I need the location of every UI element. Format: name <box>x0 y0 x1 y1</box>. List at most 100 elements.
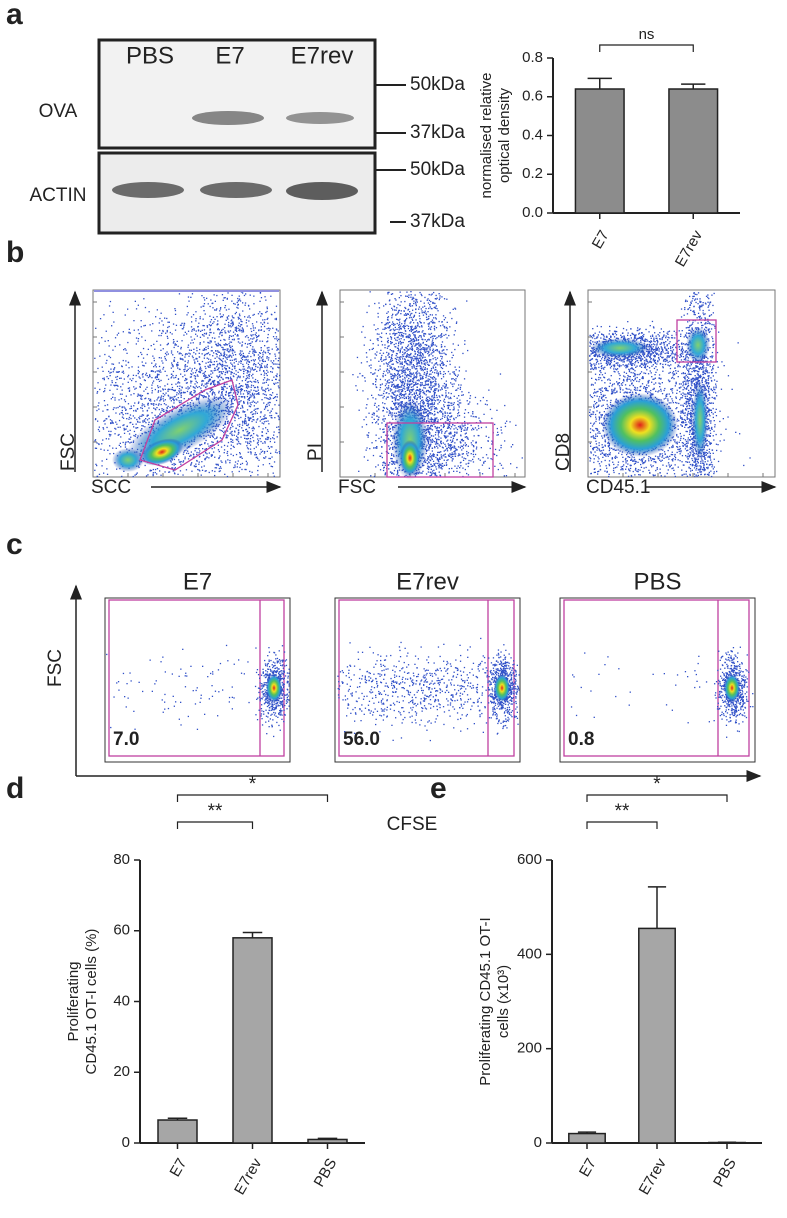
event-dot <box>244 379 247 381</box>
event-dot <box>420 352 422 354</box>
event-dot <box>211 388 213 390</box>
event-dot <box>426 318 428 321</box>
event-dot <box>204 386 207 388</box>
event-dot <box>211 370 213 372</box>
event-dot <box>156 468 159 470</box>
event-dot <box>412 343 415 345</box>
event-dot <box>190 392 192 395</box>
event-dot <box>386 407 388 409</box>
event-dot <box>271 417 273 419</box>
event-dot <box>394 414 396 417</box>
lane-label: PBS <box>126 42 174 69</box>
event-dot <box>429 475 431 477</box>
event-dot <box>379 394 381 397</box>
event-dot <box>407 359 409 361</box>
event-dot <box>219 374 221 376</box>
event-dot <box>115 384 117 386</box>
event-dot <box>443 398 446 400</box>
event-dot <box>107 409 109 411</box>
event-dot <box>138 401 140 403</box>
event-dot <box>171 467 173 469</box>
event-dot <box>248 390 250 393</box>
event-dot <box>227 356 229 358</box>
event-dot <box>213 361 216 363</box>
event-dot <box>235 384 237 386</box>
event-dot <box>410 330 412 333</box>
event-dot <box>380 440 382 443</box>
event-dot <box>385 356 387 358</box>
event-dot <box>223 452 225 454</box>
event-dot <box>389 462 391 464</box>
event-dot <box>121 365 123 368</box>
event-dot <box>433 410 436 413</box>
event-dot <box>165 404 167 406</box>
event-dot <box>269 398 272 400</box>
event-dot <box>271 379 273 381</box>
event-dot <box>263 457 265 459</box>
event-dot <box>424 364 427 366</box>
event-dot <box>387 385 390 387</box>
event-dot <box>412 388 415 390</box>
event-dot <box>240 385 242 387</box>
event-dot <box>141 395 144 397</box>
event-dot <box>269 401 271 404</box>
event-dot <box>242 410 244 412</box>
event-dot <box>441 362 443 365</box>
event-dot <box>209 383 212 385</box>
event-dot <box>238 313 241 315</box>
event-dot <box>430 307 432 310</box>
event-dot <box>268 346 270 349</box>
event-dot <box>277 330 279 332</box>
event-dot <box>269 438 272 440</box>
event-dot <box>250 338 252 340</box>
event-dot <box>273 438 275 440</box>
event-dot <box>163 403 166 405</box>
event-dot <box>421 326 423 328</box>
event-dot <box>171 396 173 398</box>
event-dot <box>401 341 403 344</box>
event-dot <box>152 473 154 476</box>
event-dot <box>190 382 192 384</box>
event-dot <box>249 294 251 296</box>
event-dot <box>400 402 402 404</box>
event-dot <box>123 372 125 374</box>
event-dot <box>416 379 418 382</box>
event-dot <box>166 344 168 346</box>
event-dot <box>137 355 140 358</box>
event-dot <box>237 424 239 426</box>
event-dot <box>174 308 176 310</box>
event-dot <box>391 359 394 362</box>
event-dot <box>411 383 413 385</box>
event-dot <box>159 470 161 472</box>
event-dot <box>250 384 253 386</box>
event-dot <box>213 380 215 382</box>
event-dot <box>210 350 212 352</box>
event-dot <box>205 332 208 334</box>
event-dot <box>195 330 197 332</box>
event-dot <box>253 380 255 383</box>
event-dot <box>121 393 123 395</box>
event-dot <box>262 354 264 356</box>
event-dot <box>225 462 227 464</box>
event-dot <box>431 341 433 343</box>
event-dot <box>240 388 242 390</box>
event-dot <box>223 344 225 346</box>
event-dot <box>427 298 429 300</box>
event-dot <box>101 337 103 339</box>
marker-label: 50kDa <box>410 74 465 95</box>
event-dot <box>427 416 429 418</box>
event-dot <box>147 414 149 416</box>
event-dot <box>190 463 192 465</box>
event-dot <box>240 320 242 322</box>
event-dot <box>225 391 227 394</box>
event-dot <box>423 332 425 335</box>
event-dot <box>211 393 213 395</box>
event-dot <box>388 438 390 440</box>
event-dot <box>121 475 123 478</box>
event-dot <box>390 407 392 409</box>
event-dot <box>164 317 166 319</box>
event-dot <box>381 332 383 334</box>
event-dot <box>424 384 426 386</box>
event-dot <box>213 369 215 372</box>
event-dot <box>416 397 418 399</box>
